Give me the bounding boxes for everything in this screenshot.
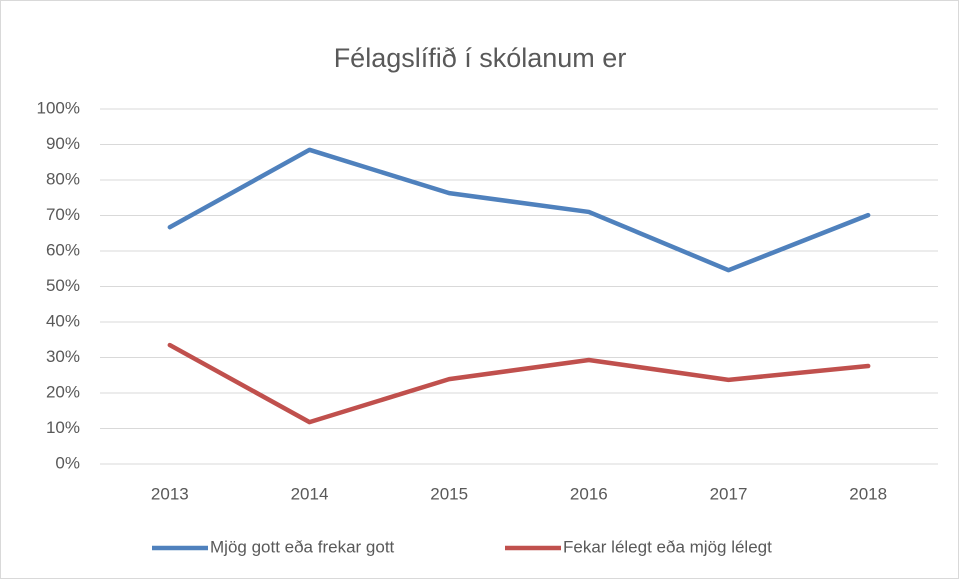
x-tick-label: 2018 (849, 484, 887, 503)
legend-label: Fekar lélegt eða mjög lélegt (563, 537, 772, 556)
y-tick-label: 0% (55, 453, 80, 472)
y-tick-label: 80% (46, 169, 80, 188)
y-tick-label: 40% (46, 311, 80, 330)
x-tick-label: 2015 (430, 484, 468, 503)
chart-title: Félagslífið í skólanum er (334, 43, 627, 73)
legend-label: Mjög gott eða frekar gott (210, 537, 395, 556)
x-tick-label: 2014 (291, 484, 329, 503)
y-tick-label: 30% (46, 347, 80, 366)
y-tick-label: 50% (46, 276, 80, 295)
y-tick-label: 10% (46, 418, 80, 437)
x-tick-label: 2013 (151, 484, 189, 503)
x-tick-label: 2017 (710, 484, 748, 503)
y-tick-label: 100% (37, 98, 80, 117)
series-line (167, 147, 871, 273)
x-tick-label: 2016 (570, 484, 608, 503)
series-line (167, 342, 871, 425)
y-tick-label: 60% (46, 240, 80, 259)
y-tick-label: 90% (46, 134, 80, 153)
y-tick-label: 70% (46, 205, 80, 224)
y-tick-label: 20% (46, 382, 80, 401)
